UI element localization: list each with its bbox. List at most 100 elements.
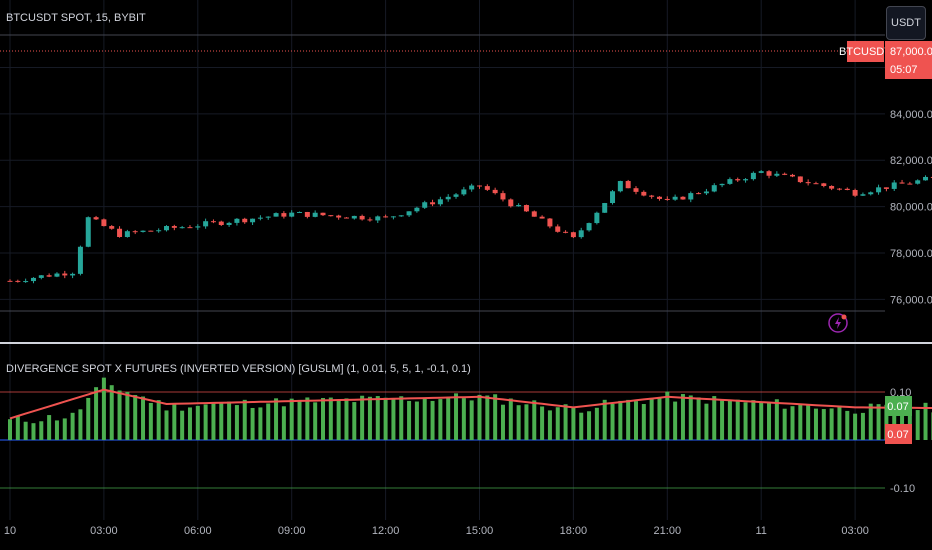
candle-body — [844, 188, 850, 191]
candle-body — [531, 211, 537, 217]
candle-body — [281, 213, 287, 217]
histogram-bar — [673, 401, 678, 440]
histogram-bar — [438, 399, 443, 440]
histogram-bar — [86, 397, 91, 440]
histogram-bar — [54, 420, 59, 440]
histogram-bar — [454, 393, 459, 440]
candle-body — [758, 171, 764, 173]
histogram-bar — [774, 399, 779, 440]
candle-body — [320, 212, 326, 216]
ma-value-text: 0.07 — [887, 429, 908, 441]
candle-body — [790, 174, 795, 177]
candle-body — [461, 189, 467, 195]
histogram-bar — [117, 390, 122, 440]
histogram-bar — [234, 405, 239, 440]
candle-body — [30, 277, 36, 282]
price-tick-label: 84,000.00 — [890, 109, 932, 121]
currency-button[interactable]: USDT — [886, 6, 926, 40]
candlestick-series — [7, 170, 932, 284]
candle-body — [899, 182, 905, 184]
time-tick-label: 03:00 — [841, 525, 869, 537]
histogram-bar — [485, 395, 490, 440]
candle-body — [23, 281, 29, 283]
candle-body — [813, 183, 819, 185]
candle-body — [649, 195, 655, 197]
candle-body — [703, 191, 709, 194]
histogram-bar — [375, 396, 380, 440]
price-tick-label: 76,000.00 — [890, 294, 932, 306]
histogram-bar — [203, 404, 208, 440]
candle-body — [719, 183, 725, 186]
histogram-bar — [477, 394, 482, 440]
histogram-bar — [15, 415, 20, 440]
histogram-bar — [626, 399, 631, 440]
time-axis[interactable]: 10 03:00 06:00 09:00 12:00 15:00 18:00 21:00 11 0… — [4, 525, 932, 537]
hist-value-text: 0.07 — [887, 401, 908, 413]
candle-body — [187, 227, 193, 229]
candle-body — [398, 215, 404, 217]
histogram-bar — [180, 410, 185, 440]
price-tick-label: 78,000.00 — [890, 248, 932, 260]
histogram-bar — [258, 407, 263, 440]
histogram-bar — [727, 400, 732, 440]
time-tick-label: 06:00 — [184, 525, 212, 537]
histogram-bar — [790, 406, 795, 440]
indicator-tick-label: -0.10 — [890, 483, 915, 495]
candle-body — [523, 205, 529, 212]
candle-body — [743, 179, 749, 181]
candle-body — [414, 207, 420, 212]
histogram-bar — [407, 400, 412, 440]
indicator-title[interactable]: DIVERGENCE SPOT X FUTURES (INVERTED VERS… — [6, 363, 471, 375]
histogram-bar — [641, 404, 646, 440]
candle-body — [367, 219, 373, 221]
candle-body — [516, 205, 522, 207]
candle-body — [625, 181, 631, 189]
histogram-bar — [266, 403, 271, 440]
histogram-bar — [78, 409, 83, 440]
price-axis[interactable]: 76,000.00 78,000.00 80,000.00 82,000.00 84,0… — [890, 62, 932, 306]
hist-value-tag — [885, 396, 912, 416]
candle-body — [484, 186, 490, 190]
histogram-bar — [23, 421, 28, 440]
candle-body — [383, 216, 389, 218]
candle-body — [234, 218, 240, 223]
histogram-bar — [720, 399, 725, 440]
histogram-bar — [148, 402, 153, 440]
ma-line — [9, 388, 932, 420]
histogram-bar — [250, 407, 255, 440]
candle-body — [289, 212, 295, 217]
histogram-bar — [164, 410, 169, 440]
candle-body — [171, 226, 177, 228]
candle-body — [891, 182, 897, 189]
histogram-bar — [767, 402, 772, 440]
price-tick-label: 80,000.00 — [890, 202, 932, 214]
candle-body — [117, 228, 123, 237]
symbol-title[interactable]: BTCUSDT SPOT, 15, BYBIT — [6, 12, 146, 24]
candle-body — [445, 196, 451, 200]
time-tick-label: 15:00 — [466, 525, 494, 537]
histogram-bar — [618, 400, 623, 440]
histogram-bar — [101, 377, 106, 440]
candle-body — [664, 198, 670, 200]
candle-body — [586, 223, 592, 231]
histogram-bar — [321, 397, 325, 440]
candle-body — [430, 202, 436, 205]
histogram-bar — [94, 387, 99, 440]
candle-body — [876, 187, 882, 193]
histogram-bar — [634, 401, 638, 440]
lightning-icon[interactable] — [828, 313, 848, 333]
candle-body — [242, 218, 248, 223]
candle-body — [852, 190, 858, 196]
candle-body — [156, 230, 162, 232]
histogram-bar — [274, 398, 279, 440]
histogram-bar — [414, 401, 419, 440]
candle-body — [563, 231, 569, 233]
candle-body — [547, 218, 553, 227]
candle-body — [140, 230, 146, 232]
candle-body — [109, 226, 115, 229]
candle-body — [766, 171, 772, 176]
symbol-tag-text: BTCUSDT — [839, 46, 891, 58]
candle-body — [359, 215, 365, 220]
candle-body — [860, 194, 866, 196]
